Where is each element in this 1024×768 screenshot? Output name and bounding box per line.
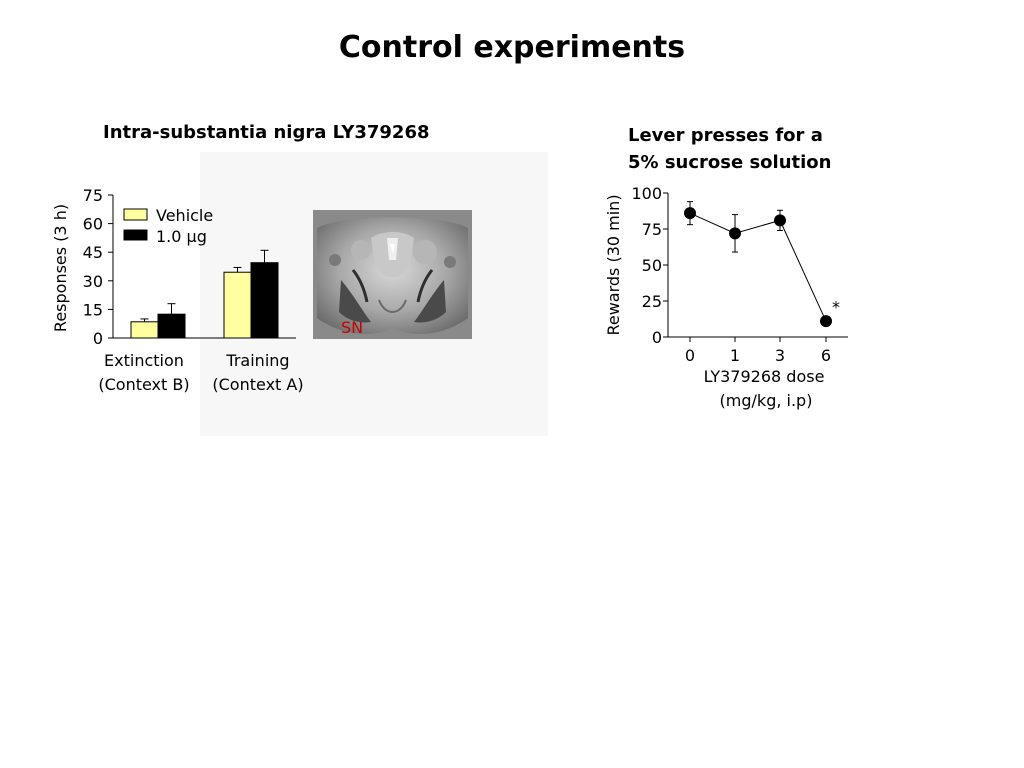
data-point: [729, 227, 741, 240]
bar-chart: 0 15 30 45 60 75 Responses (3 h) Extinction (…: [51, 186, 304, 394]
line-x-ticks: 0 1 3 6: [685, 337, 831, 365]
bar-y-tick-label: 45: [83, 243, 103, 262]
line-y-axis-label: Rewards (30 min): [604, 194, 623, 335]
significance-marker: *: [832, 297, 840, 316]
line-y-tick-label: 75: [642, 220, 662, 239]
series-line: [689, 212, 827, 322]
right-chart-title-line-2: 5% sucrose solution: [628, 152, 832, 173]
right-chart-title: Lever presses for a 5% sucrose solution: [628, 122, 831, 176]
legend-swatch-dose: [123, 229, 148, 241]
line-y-tick-label: 50: [642, 256, 662, 275]
bar-category-label: Extinction: [104, 351, 184, 370]
line-y-tick-label: 0: [652, 328, 662, 347]
right-chart-title-line-1: Lever presses for a: [628, 125, 823, 146]
left-chart-title: Intra-substantia nigra LY379268: [103, 122, 430, 143]
line-series: [684, 201, 832, 328]
slide-title: Control experiments: [338, 30, 686, 65]
bar: [130, 321, 159, 339]
bar-category-label: (Context A): [212, 375, 303, 394]
bar: [223, 271, 252, 339]
bar: [250, 262, 279, 339]
bar-legend: Vehicle 1.0 μg: [123, 206, 213, 246]
line-y-ticks: 0 25 50 75 100: [631, 184, 668, 347]
line-annotations: *: [832, 297, 840, 316]
bar-bars: [130, 249, 279, 339]
data-point: [820, 315, 832, 328]
data-point: [774, 214, 786, 227]
line-y-tick-label: 100: [631, 184, 662, 203]
data-point: [684, 207, 696, 220]
line-x-axis-label: (mg/kg, i.p): [720, 391, 813, 410]
bar: [157, 313, 186, 339]
line-x-axis-label: LY379268 dose: [704, 367, 825, 386]
legend-swatch-vehicle: [123, 208, 148, 221]
bar-y-tick-label: 15: [83, 300, 103, 319]
legend-label-vehicle: Vehicle: [156, 206, 213, 225]
bar-y-axis-label: Responses (3 h): [51, 204, 70, 332]
line-x-tick-label: 1: [730, 346, 740, 365]
bar-y-tick-label: 60: [83, 215, 103, 234]
line-x-tick-label: 0: [685, 346, 695, 365]
bar-y-tick-label: 30: [83, 272, 103, 291]
bar-category-label: (Context B): [98, 375, 189, 394]
line-x-tick-label: 3: [775, 346, 785, 365]
line-x-tick-label: 6: [821, 346, 831, 365]
line-chart: 0 25 50 75 100 0 1 3 6 Rewards (30 min) LY37926…: [604, 184, 848, 410]
bar-y-tick-label: 0: [93, 329, 103, 348]
line-y-tick-label: 25: [642, 292, 662, 311]
bar-y-tick-label: 75: [83, 186, 103, 205]
legend-label-dose: 1.0 μg: [156, 227, 207, 246]
bar-y-ticks: 0 15 30 45 60 75: [83, 186, 113, 348]
brain-section-image: [313, 210, 472, 339]
sn-label: SN: [341, 318, 363, 337]
bar-category-label: Training: [225, 351, 289, 370]
